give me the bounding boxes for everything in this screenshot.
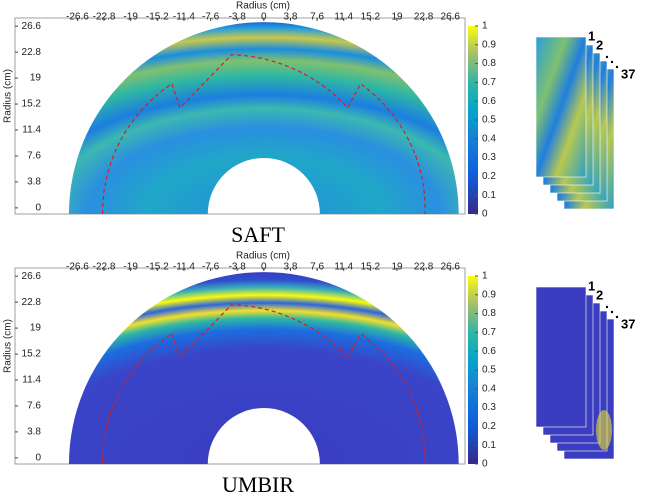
colorbar-tick-label: 0.4 <box>482 383 496 394</box>
colorbar-tick-label: 0 <box>482 459 488 470</box>
x-tick-label: 0 <box>261 262 267 273</box>
x-tick-label: -7.6 <box>202 262 220 273</box>
caption: SAFT <box>231 222 285 247</box>
colorbar-tick-label: 1 <box>482 271 488 282</box>
stack-dot <box>611 61 613 63</box>
x-tick-label: -3.8 <box>229 12 247 23</box>
colorbar-tick-label: 0.1 <box>482 190 496 201</box>
stack-image <box>536 37 586 177</box>
y-tick-label: 7.6 <box>27 151 41 162</box>
y-tick-label: 0 <box>35 452 41 463</box>
stack-dot <box>606 306 608 308</box>
stack-label: 2 <box>596 287 603 302</box>
x-tick-label: -7.6 <box>202 12 220 23</box>
x-tick-label: 19 <box>391 262 403 273</box>
y-axis-label: Radius (cm) <box>3 69 14 123</box>
x-tick-label: 15.2 <box>361 12 381 23</box>
colorbar-tick-label: 0.5 <box>482 115 496 126</box>
x-tick-label: 15.2 <box>361 262 381 273</box>
y-tick-label: 0 <box>35 202 41 213</box>
x-tick-label: -11.4 <box>173 262 195 273</box>
colorbar-tick-label: 1 <box>482 21 488 32</box>
x-tick-label: -11.4 <box>173 12 195 23</box>
y-tick-label: 3.8 <box>27 427 41 438</box>
x-tick-label: -15.2 <box>146 262 169 273</box>
y-tick-label: 22.8 <box>22 47 42 58</box>
stack-label: 37 <box>621 316 635 331</box>
y-tick-label: 19 <box>30 323 42 334</box>
colorbar-tick-label: 0.8 <box>482 308 496 319</box>
y-tick-label: 15.2 <box>22 99 42 110</box>
y-tick-label: 11.4 <box>22 375 41 386</box>
colorbar-tick-label: 0.4 <box>482 133 496 144</box>
x-tick-label: 26.6 <box>441 12 461 23</box>
y-tick-label: 3.8 <box>27 177 41 188</box>
stack-dot <box>606 56 608 58</box>
y-tick-label: 26.6 <box>22 21 42 32</box>
x-tick-label: -22.8 <box>93 262 116 273</box>
x-axis-label: Radius (cm) <box>236 251 290 262</box>
x-tick-label: 22.8 <box>414 262 434 273</box>
colorbar-tick-label: 0.2 <box>482 171 496 182</box>
colorbar-tick-label: 0.2 <box>482 421 496 432</box>
stack-label: 1 <box>588 278 595 293</box>
x-tick-label: -26.6 <box>66 262 89 273</box>
y-tick-label: 22.8 <box>22 297 42 308</box>
stack-dot <box>616 316 618 318</box>
x-tick-label: -26.6 <box>66 12 89 23</box>
y-tick-label: 26.6 <box>22 271 42 282</box>
stack-label: 1 <box>588 28 595 43</box>
colorbar-tick-label: 0.5 <box>482 365 496 376</box>
y-axis-label: Radius (cm) <box>3 319 14 373</box>
y-tick-label: 15.2 <box>22 349 42 360</box>
colorbar-tick-label: 0.1 <box>482 440 496 451</box>
x-tick-label: 0 <box>261 12 267 23</box>
colorbar-tick-label: 0.8 <box>482 58 496 69</box>
x-tick-label: 19 <box>391 12 403 23</box>
x-tick-label: -22.8 <box>93 12 116 23</box>
x-tick-label: -19 <box>123 262 138 273</box>
x-tick-label: 22.8 <box>414 12 434 23</box>
stack-label: 2 <box>596 37 603 52</box>
colorbar-tick-label: 0.7 <box>482 327 496 338</box>
colorbar-tick-label: 0.6 <box>482 96 496 107</box>
x-tick-label: 3.8 <box>284 12 298 23</box>
stack-image <box>536 287 586 427</box>
stack-dot <box>616 66 618 68</box>
colorbar-tick-label: 0.9 <box>482 39 496 50</box>
figure: -26.6-22.8-19-15.2-11.4-7.6-3.803.87.611… <box>0 0 646 499</box>
colorbar-tick-label: 0.7 <box>482 77 496 88</box>
x-axis-label: Radius (cm) <box>236 1 290 12</box>
colorbar-tick-label: 0.3 <box>482 402 496 413</box>
x-tick-label: -19 <box>123 12 138 23</box>
colorbar-tick-label: 0.6 <box>482 346 496 357</box>
x-tick-label: -3.8 <box>229 262 247 273</box>
x-tick-label: -15.2 <box>146 12 169 23</box>
x-tick-label: 26.6 <box>441 262 461 273</box>
colorbar-tick-label: 0.3 <box>482 152 496 163</box>
stack-dot <box>611 311 613 313</box>
x-tick-label: 11.4 <box>334 12 353 23</box>
caption: UMBIR <box>222 472 294 497</box>
stack-label: 37 <box>621 66 635 81</box>
x-tick-label: 7.6 <box>310 12 324 23</box>
stack-highlight <box>596 410 612 450</box>
y-tick-label: 11.4 <box>22 125 41 136</box>
y-tick-label: 7.6 <box>27 401 41 412</box>
x-tick-label: 3.8 <box>284 262 298 273</box>
colorbar-tick-label: 0 <box>482 209 488 220</box>
x-tick-label: 7.6 <box>310 262 324 273</box>
colorbar-tick-label: 0.9 <box>482 289 496 300</box>
x-tick-label: 11.4 <box>334 262 353 273</box>
y-tick-label: 19 <box>30 73 42 84</box>
